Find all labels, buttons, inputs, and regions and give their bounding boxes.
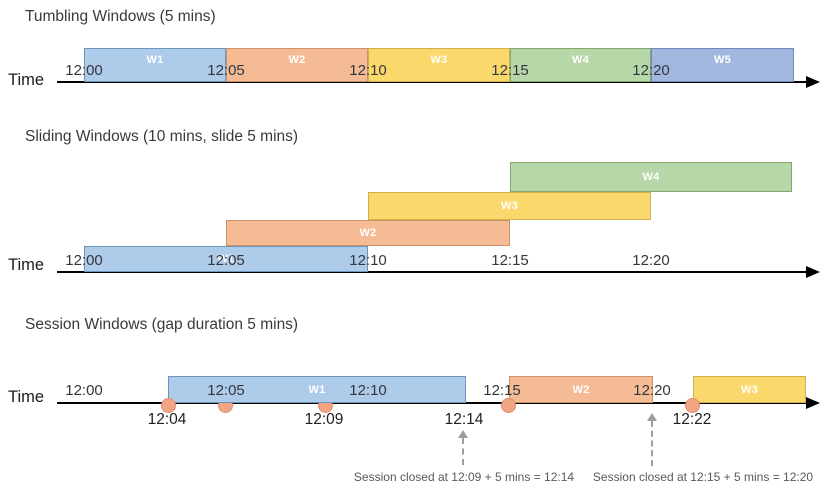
window-label: W4 [571, 54, 590, 66]
event-dot-1215 [501, 398, 516, 413]
sliding-tick-1210: 12:10 [349, 252, 387, 269]
sliding-section-title: Sliding Windows (10 mins, slide 5 mins) [25, 128, 299, 145]
sliding-window-w1: W1 [84, 246, 368, 272]
tumbling-time-axis-label: Time [8, 71, 45, 89]
window-label: W1 [146, 54, 164, 66]
tumbling-window-w2: W2 [226, 48, 368, 82]
event-dot-1204 [161, 398, 176, 413]
sliding-window-w4: W4 [510, 162, 792, 192]
tumbling-time-axis [57, 81, 808, 83]
event-dot-1222 [685, 398, 700, 413]
tumbling-window-w4: W4 [510, 48, 651, 82]
session-window-w2: W2 [509, 376, 653, 403]
window-label: W3 [500, 200, 519, 212]
tumbling-section-title: Tumbling Windows (5 mins) [25, 8, 216, 25]
session-tick-1205: 12:05 [207, 382, 245, 399]
window-label: W4 [642, 171, 660, 183]
sliding-window-w3: W3 [368, 192, 651, 220]
sliding-tick-1215: 12:15 [491, 252, 529, 269]
sliding-time-axis-label: Time [8, 256, 45, 274]
window-label: W3 [740, 383, 759, 396]
session-event-time-1222: 12:22 [672, 411, 712, 428]
tumbling-tick-1205: 12:05 [207, 62, 245, 79]
window-label: W5 [713, 54, 732, 66]
session-tick-1215: 12:15 [483, 382, 521, 399]
session-window-w1: W1 [168, 376, 466, 403]
tumbling-tick-1215: 12:15 [491, 62, 529, 79]
session-time-axis-label: Time [8, 388, 45, 406]
sliding-tick-1205: 12:05 [207, 252, 245, 269]
session-event-time-1209: 12:09 [304, 411, 344, 428]
session-window-w3: W3 [693, 376, 806, 403]
window-label: W2 [288, 54, 306, 66]
session-tick-1200: 12:00 [65, 382, 103, 399]
tumbling-tick-1220: 12:20 [632, 62, 670, 79]
window-label: W2 [572, 383, 590, 396]
session-close-time-1214: 12:14 [444, 411, 484, 428]
session-close-arrow-line [651, 421, 653, 466]
tumbling-window-w1: W1 [84, 48, 226, 82]
tumbling-window-w5: W5 [651, 48, 794, 82]
window-label: W1 [308, 383, 326, 396]
tumbling-tick-1210: 12:10 [349, 62, 387, 79]
tumbling-tick-1200: 12:00 [65, 62, 103, 79]
session-close-arrow-icon [647, 413, 657, 421]
window-label: W3 [430, 54, 448, 66]
session-section-title: Session Windows (gap duration 5 mins) [25, 316, 299, 333]
session-event-time-1204: 12:04 [147, 411, 187, 428]
session-closed-annotation-2: Session closed at 12:15 + 5 mins = 12:20 [592, 470, 814, 484]
tumbling-window-w3: W3 [368, 48, 510, 82]
window-label: W2 [359, 227, 377, 239]
session-closed-annotation-1: Session closed at 12:09 + 5 mins = 12:14 [353, 470, 575, 484]
session-time-axis [57, 402, 808, 404]
session-tick-1220: 12:20 [633, 382, 671, 399]
sliding-tick-1200: 12:00 [65, 252, 103, 269]
sliding-window-w2: W2 [226, 220, 510, 246]
tumbling-axis-arrowhead-icon [806, 76, 820, 88]
sliding-tick-1220: 12:20 [632, 252, 670, 269]
sliding-axis-arrowhead-icon [806, 266, 820, 278]
window-label: W1 [217, 253, 235, 265]
session-tick-1210: 12:10 [349, 382, 387, 399]
sliding-time-axis [57, 271, 808, 273]
session-close-arrow-icon [458, 430, 468, 438]
session-axis-arrowhead-icon [806, 397, 820, 409]
session-close-arrow-line [462, 438, 464, 465]
